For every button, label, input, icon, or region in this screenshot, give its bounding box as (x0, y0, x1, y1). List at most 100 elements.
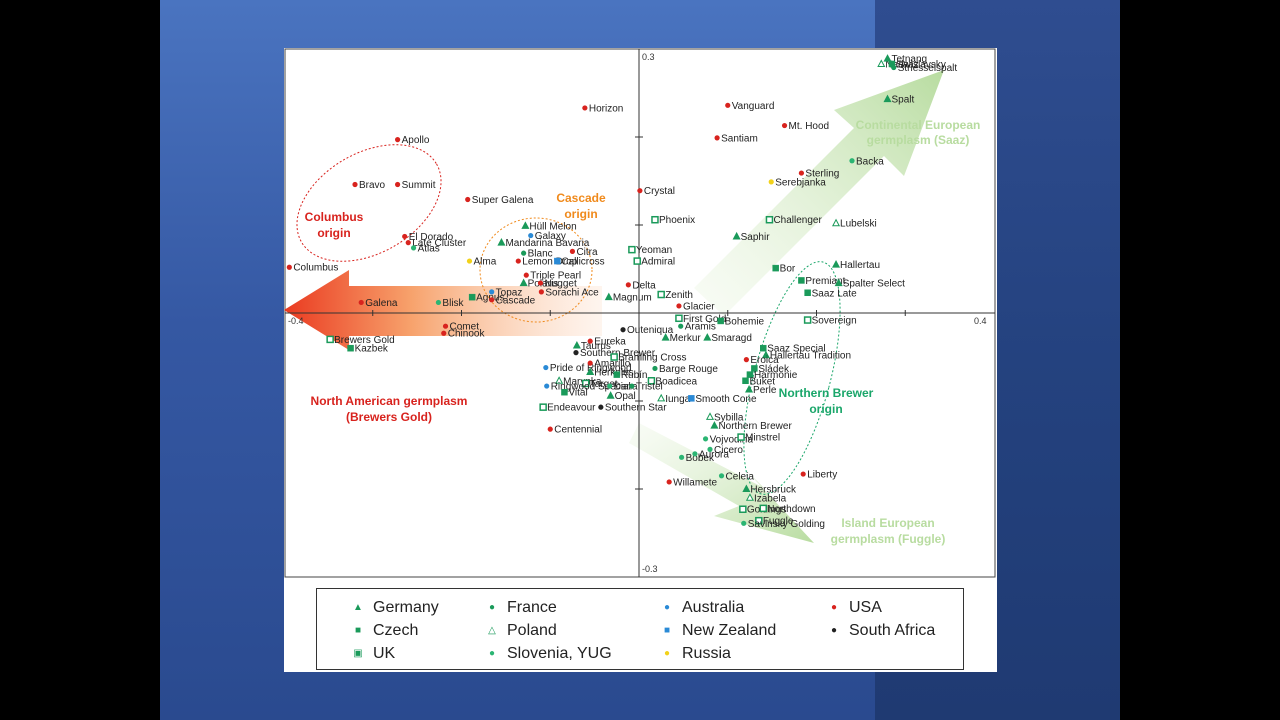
legend-label: South Africa (849, 622, 936, 639)
point-label: Hüll Melon (529, 221, 576, 232)
point-marker (554, 257, 561, 265)
columbus-origin-ellipse (296, 144, 442, 262)
point-marker (613, 371, 621, 378)
point-marker (710, 421, 719, 429)
point-label: Late Cluster (412, 238, 467, 249)
annotation-island-european: Island European germplasm (Fuggle) (831, 516, 946, 546)
legend-label: USA (849, 599, 882, 616)
point-marker (707, 446, 713, 452)
point-marker (742, 484, 751, 492)
point-marker (714, 135, 720, 141)
continental-european-arrow (694, 70, 944, 316)
annotation-cascade: Cascade origin (556, 191, 606, 221)
point-marker (739, 505, 747, 513)
point-label: Eroica (750, 355, 779, 366)
point-label: Outeniqua (627, 325, 674, 336)
point-label: Tetnang (892, 54, 928, 65)
point-label: Perle (753, 385, 777, 396)
point-label: Cascade (496, 295, 536, 306)
legend-item: ■ New Zealand (660, 622, 776, 640)
point-label: Bor (780, 264, 796, 275)
point-marker (625, 282, 631, 288)
point-label: Rubín (621, 370, 648, 381)
point-marker (489, 289, 495, 295)
point-marker (831, 218, 841, 227)
point-label: Citra (576, 247, 598, 258)
point-marker (582, 379, 590, 388)
legend-marker-icon: ● (663, 602, 671, 613)
point-marker (521, 221, 530, 229)
point-marker (538, 289, 544, 295)
point-label: Spalt (892, 95, 915, 106)
point-label: Phoenix (659, 215, 695, 226)
legend-marker-icon: ▲ (353, 602, 363, 613)
point-marker (883, 54, 892, 62)
point-marker (466, 258, 473, 264)
point-label: Yeoman (636, 245, 672, 256)
point-label: Vital (568, 388, 587, 399)
point-label: First Gold (683, 314, 726, 325)
point-label: Saphir (741, 232, 771, 243)
point-marker (441, 330, 447, 336)
point-label: Mandarina Bavaria (505, 238, 589, 249)
legend-label: UK (373, 645, 396, 662)
legend-label: Russia (682, 645, 731, 662)
point-label: Hallertau Tradition (770, 351, 851, 362)
point-label: Spalter Select (843, 279, 905, 290)
point-marker (745, 493, 754, 501)
point-label: Glacier (683, 301, 715, 312)
north-american-arrow (284, 270, 602, 350)
point-marker (718, 473, 725, 479)
point-marker (521, 250, 527, 256)
point-label: Taurus (581, 341, 611, 352)
point-marker (725, 102, 731, 108)
point-label: Fuggle (763, 516, 794, 527)
axis-ticks (372, 136, 906, 490)
point-marker (573, 350, 579, 356)
point-label: Aramis (685, 322, 716, 333)
point-label: Mt. Hood (789, 121, 830, 132)
legend-item: ▣ UK (351, 645, 395, 663)
point-marker (537, 280, 544, 286)
point-label: Nugget (544, 279, 576, 290)
legend-item: ● Australia (660, 599, 744, 617)
point-label: Smooth Cone (695, 394, 757, 405)
point-marker (743, 357, 749, 363)
point-marker (442, 323, 449, 329)
point-label: Delta (632, 280, 656, 291)
point-marker (781, 122, 788, 129)
legend-item: ● USA (827, 599, 882, 617)
point-label: Zenith (665, 290, 693, 301)
point-label: Saaz Late (812, 288, 857, 299)
point-marker (604, 292, 613, 301)
point-marker (587, 338, 593, 344)
point-label: Ringwood Special (551, 382, 631, 393)
point-label: Bobek (686, 453, 715, 464)
point-label: Southern Star (605, 403, 667, 414)
point-label: Northdown (767, 504, 815, 515)
point-marker (586, 367, 595, 375)
annotation-columbus: Columbus origin (305, 210, 364, 240)
cascade-origin-ellipse (479, 217, 593, 323)
figure-panel: 0.3 -0.3 -0.4 0.4 Horizon Vanguard Mt. Hoo… (284, 48, 997, 672)
legend-marker-icon: ■ (354, 625, 362, 636)
y-tick-bottom: -0.3 (642, 564, 658, 574)
y-tick-top: 0.3 (642, 52, 655, 62)
point-label: Bohemie (725, 316, 765, 327)
annotation-northern-brewer: Northern Brewer origin (779, 386, 874, 416)
point-label: Vanguard (732, 101, 775, 112)
point-label: Opal (615, 391, 636, 402)
point-marker (657, 290, 665, 299)
legend-item: ● South Africa (827, 622, 935, 640)
annotation-continental: Continental European germplasm (Saaz) (856, 118, 981, 147)
point-marker (703, 333, 712, 341)
point-marker (519, 278, 528, 287)
point-label: Crystal (644, 186, 675, 197)
legend-marker-icon: ■ (663, 625, 671, 636)
point-label: Serebjanka (775, 177, 826, 188)
legend-marker-icon: ● (663, 648, 671, 659)
scatter-plot: 0.3 -0.3 -0.4 0.4 Horizon Vanguard Mt. Hoo… (284, 48, 996, 578)
point-marker (523, 272, 529, 278)
point-label: Challenger (773, 215, 822, 226)
point-marker (834, 278, 843, 287)
